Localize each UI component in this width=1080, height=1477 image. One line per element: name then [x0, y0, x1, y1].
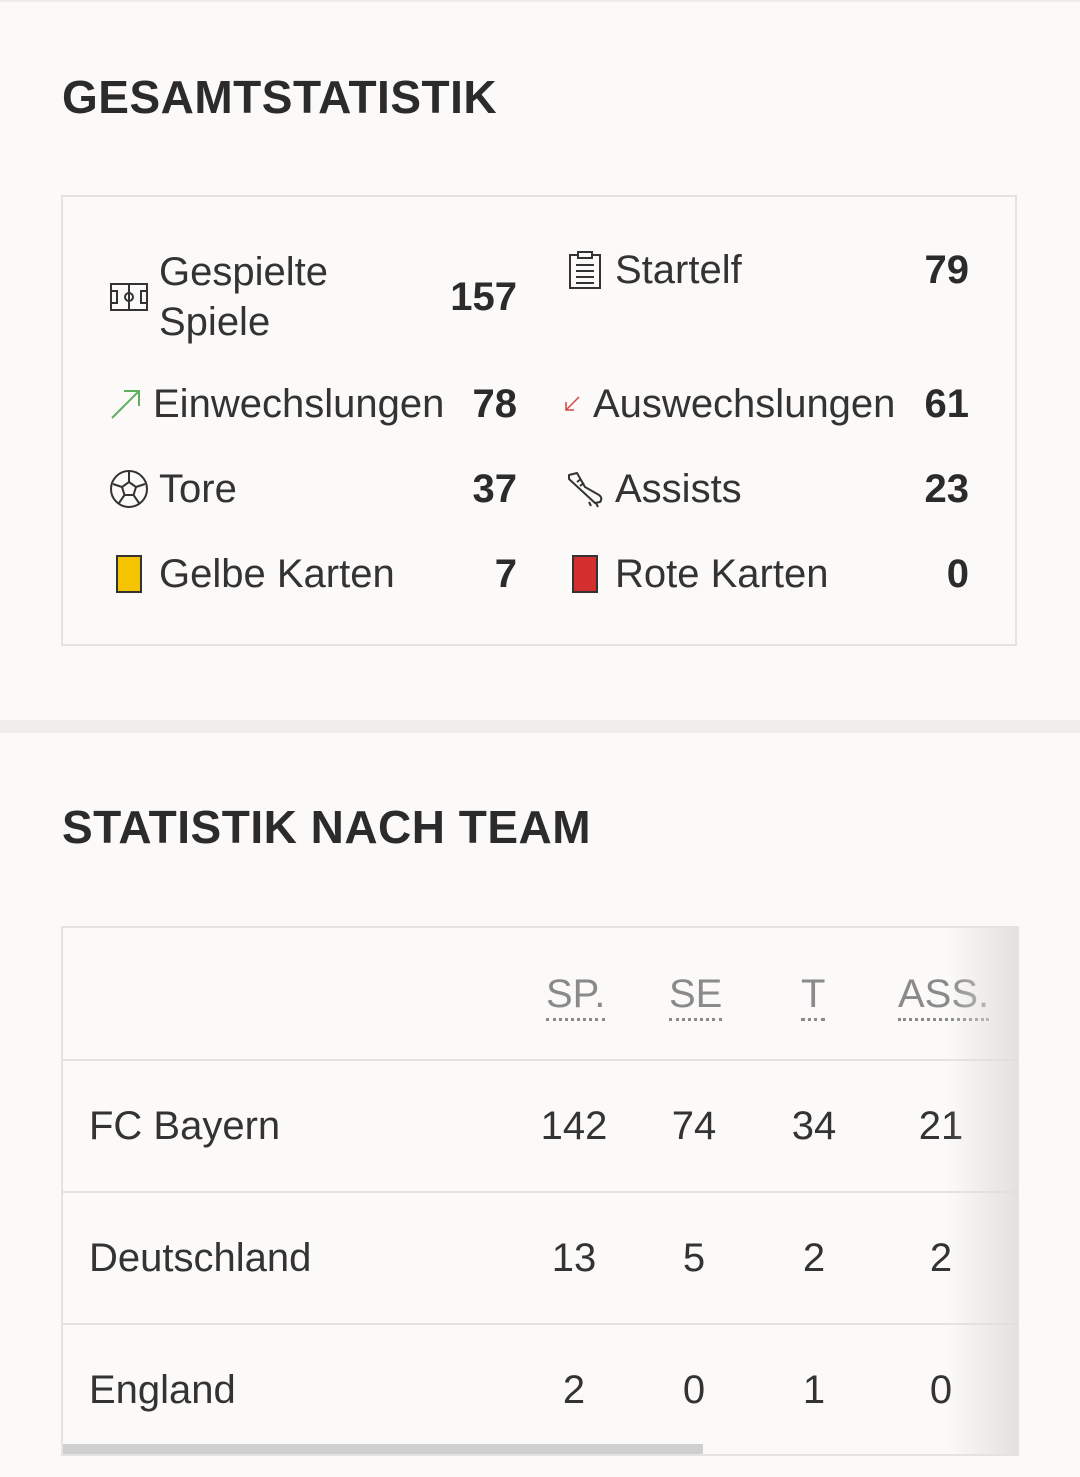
- overall-stats-card: Gespielte Spiele 157 Startelf 79 Einwech…: [61, 195, 1017, 646]
- clipboard-icon: [565, 250, 605, 290]
- top-rule: [0, 0, 1080, 2]
- team-name: FC Bayern: [89, 1104, 281, 1148]
- table-row: England 2 0 1 0: [63, 1325, 1017, 1454]
- stat-starting: Startelf 79: [565, 245, 969, 295]
- stat-games-label: Gespielte Spiele: [159, 250, 328, 344]
- stat-sub-in-label: Einwechslungen: [153, 382, 445, 426]
- stat-sub-out-value: 61: [924, 381, 970, 426]
- table-cell: 2: [562, 1368, 586, 1412]
- team-name: England: [89, 1368, 236, 1412]
- stat-starting-value: 79: [924, 247, 970, 292]
- red-card-icon: [565, 554, 605, 594]
- stat-yellow: Gelbe Karten 7: [109, 549, 517, 599]
- table-cell: 1: [802, 1368, 826, 1412]
- section-divider: [0, 720, 1080, 733]
- column-header-se[interactable]: SE: [669, 972, 723, 1021]
- stat-games-value: 157: [450, 274, 517, 319]
- stat-assists-value: 23: [924, 466, 970, 511]
- yellow-card-icon: [109, 554, 149, 594]
- stat-starting-label: Startelf: [615, 248, 742, 292]
- table-cell: 74: [671, 1104, 717, 1148]
- section-title-overall: GESAMTSTATISTIK: [62, 71, 498, 123]
- stat-sub-in: Einwechslungen 78: [109, 379, 517, 429]
- table-row: FC Bayern 142 74 34 21: [63, 1061, 1017, 1193]
- arrow-down-left-icon: [561, 384, 583, 424]
- stat-sub-out-label: Auswechslungen: [593, 382, 896, 426]
- stat-yellow-label: Gelbe Karten: [159, 552, 395, 596]
- column-header-t[interactable]: T: [801, 972, 826, 1021]
- team-name: Deutschland: [89, 1236, 312, 1280]
- stat-assists-label: Assists: [615, 467, 742, 511]
- ball-icon: [109, 469, 149, 509]
- stat-goals-label: Tore: [159, 467, 237, 511]
- stat-games: Gespielte Spiele 157: [109, 247, 517, 347]
- stat-red-value: 0: [946, 551, 969, 596]
- table-cell: 142: [540, 1104, 608, 1148]
- section-title-team: STATISTIK NACH TEAM: [62, 801, 592, 853]
- table-cell: 0: [682, 1368, 706, 1412]
- table-header: SP. SE T ASS.: [63, 928, 1017, 1061]
- table-row: Deutschland 13 5 2 2: [63, 1193, 1017, 1325]
- arrow-up-right-icon: [109, 384, 143, 424]
- stat-yellow-value: 7: [494, 551, 517, 596]
- table-cell: 2: [802, 1236, 826, 1280]
- stat-sub-out: Auswechslungen 61: [561, 379, 969, 429]
- horizontal-scrollbar[interactable]: [63, 1444, 703, 1454]
- table-cell: 34: [791, 1104, 837, 1148]
- pitch-icon: [109, 277, 149, 317]
- scroll-fade-overlay: [947, 928, 1017, 1454]
- stat-goals-value: 37: [472, 466, 518, 511]
- table-cell: 13: [551, 1236, 597, 1280]
- stat-red-label: Rote Karten: [615, 552, 829, 596]
- stat-goals: Tore 37: [109, 464, 517, 514]
- boot-icon: [565, 469, 605, 509]
- stat-assists: Assists 23: [565, 464, 969, 514]
- table-cell: 2: [929, 1236, 953, 1280]
- stat-sub-in-value: 78: [472, 381, 518, 426]
- team-stats-table[interactable]: SP. SE T ASS. FC Bayern 142 74 34 21 Deu…: [61, 926, 1019, 1456]
- table-cell: 0: [929, 1368, 953, 1412]
- stat-red: Rote Karten 0: [565, 549, 969, 599]
- table-cell: 5: [682, 1236, 706, 1280]
- column-header-sp[interactable]: SP.: [546, 972, 606, 1021]
